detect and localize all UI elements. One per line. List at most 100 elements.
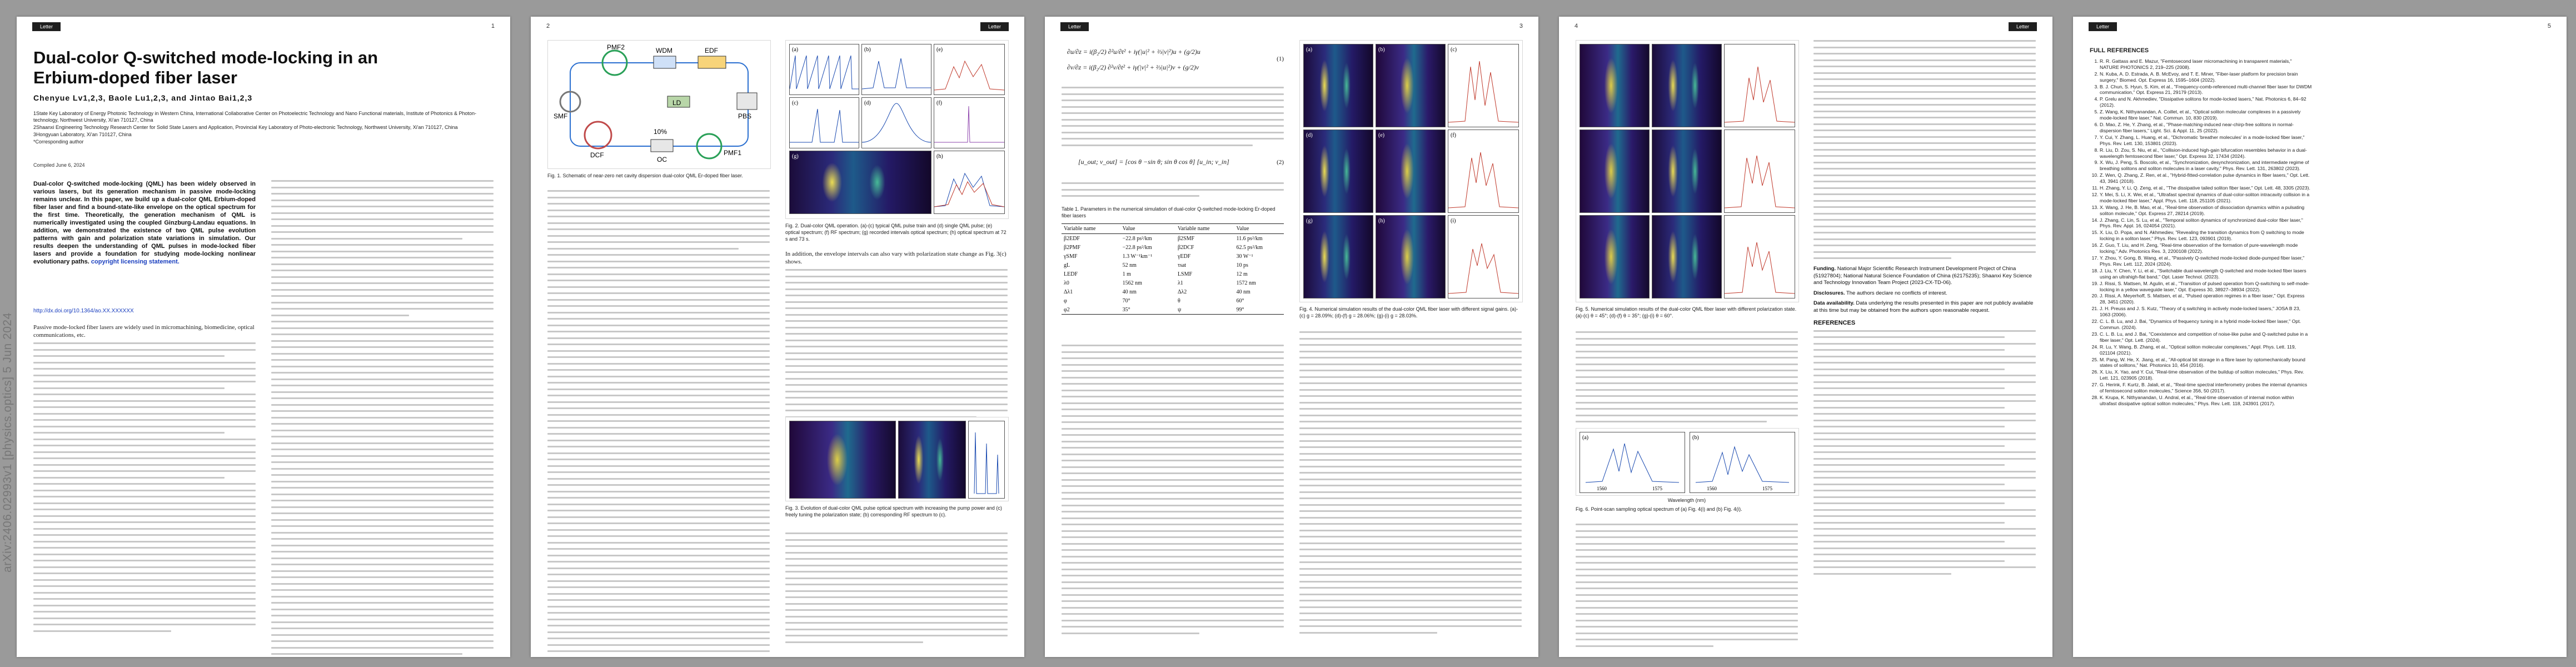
reference-item: P. Grelu and N. Akhmediev, "Dissipative … — [2100, 96, 2312, 108]
svg-text:(a): (a) — [1582, 435, 1588, 441]
figure-2-panels: (a) (b) (e) (c) (d) (f) (g) (h) — [785, 40, 1009, 219]
reference-item: C. L. B. Lu, and J. Bai, "Dynamics of fr… — [2100, 318, 2312, 331]
svg-text:(b): (b) — [1378, 47, 1385, 53]
page-header: Letter 2 — [546, 22, 1009, 32]
equation-1: ∂u/∂z = i(β₂/2) ∂²u/∂t² + iγ(|u|² + ⅔|v|… — [1067, 48, 1284, 71]
label-10pct: 10% — [654, 128, 667, 136]
copyright-link[interactable]: copyright licensing statement. — [91, 258, 180, 265]
figure-5-panels — [1576, 40, 1799, 302]
label-pbs: PBS — [738, 112, 751, 120]
body-column-left-2 — [1062, 182, 1284, 202]
edf-box — [697, 56, 726, 69]
page-4[interactable]: Letter 4 Fig. 5. Numerical simulation re… — [1559, 17, 2052, 657]
reference-item: J. Zhang, C. Lin, S. Lu, et al., "Tempor… — [2100, 217, 2312, 230]
disclosures-text: The authors declare no conflicts of inte… — [1846, 290, 1947, 296]
reference-item: Z. Guo, T. Liu, and H. Zeng, "Real-time … — [2100, 242, 2312, 255]
reference-item: J. Rissi, S. Mattsen, M. Agulin, et al.,… — [2100, 281, 2312, 293]
letter-tag: Letter — [2008, 22, 2037, 31]
page-number: 4 — [1575, 23, 1578, 29]
svg-text:1575: 1575 — [1762, 486, 1773, 491]
page-3[interactable]: Letter 3 ∂u/∂z = i(β₂/2) ∂²u/∂t² + iγ(|u… — [1045, 17, 1538, 657]
fig5-panel-i — [1724, 215, 1795, 298]
funding-text: National Major Scientific Research Instr… — [1813, 266, 2032, 286]
smf-coil — [559, 91, 581, 113]
figure-4-panels: (a) (b) (c) (d) (e) (f) (g) (h) (i) — [1299, 40, 1523, 302]
page-2[interactable]: Letter 2 PMF2 LD WDM EDF PBS 10% DCF OC … — [531, 17, 1024, 657]
body-column-left-2 — [1576, 524, 1798, 651]
reference-item: J. Rissi, A. Meyerhoff, S. Mattsen, et a… — [2100, 293, 2312, 305]
fig5-panel-h — [1652, 215, 1722, 298]
body-column-right-lower — [785, 532, 1008, 648]
reference-item: K. Krupa, K. Nithyanandan, U. Andral, et… — [2100, 395, 2312, 407]
dcf-coil — [584, 121, 612, 150]
svg-text:(a): (a) — [792, 47, 798, 53]
references-heading: REFERENCES — [1813, 320, 1856, 326]
reference-item: R. Liu, D. Zou, S. Niu, et al., "Collisi… — [2100, 147, 2312, 160]
affiliations: 1State Key Laboratory of Energy Photonic… — [33, 111, 476, 145]
reference-item: C. L. B. Lu, and J. Bai, "Coexistence an… — [2100, 331, 2312, 344]
table-row: LEDF 1 m LSMF 12 m — [1064, 271, 1248, 277]
full-references: FULL REFERENCES R. R. Gattass and E. Maz… — [2090, 48, 2312, 407]
page-header: Letter 3 — [1060, 22, 1523, 32]
fig4-panel-b: (b) — [1376, 44, 1446, 127]
page-1[interactable]: Letter 1 Dual-color Q-switched mode-lock… — [17, 17, 510, 657]
table-row: φ 70° θ 60° — [1064, 297, 1244, 304]
reference-item: B. J. Chun, S. Hyun, S. Kim, et al., "Fr… — [2100, 84, 2312, 96]
doi-link[interactable]: http://dx.doi.org/10.1364/ao.XX.XXXXXX — [33, 308, 134, 314]
back-matter: Funding. National Major Scientific Resea… — [1813, 266, 2036, 579]
reference-item: X. Liu, X. Yao, and Y. Cui, "Real-time o… — [2100, 369, 2312, 381]
body-column-left — [1576, 331, 1798, 427]
figure-3-panels — [785, 417, 1009, 501]
letter-tag: Letter — [980, 22, 1009, 31]
page-number: 3 — [1519, 23, 1523, 29]
fig2-panel-d: (d) — [861, 97, 931, 148]
reference-item: X. Liu, D. Popa, and N. Akhmediev, "Reve… — [2100, 230, 2312, 242]
reference-item: D. Mao, Z. He, Y. Zhang, et al., "Phase-… — [2100, 122, 2312, 134]
paper-title: Dual-color Q-switched mode-locking in an… — [33, 48, 378, 87]
letter-tag: Letter — [2089, 22, 2117, 31]
fig2-panel-h: (h) — [934, 151, 1005, 214]
svg-text:(g): (g) — [792, 153, 799, 160]
svg-text:(c): (c) — [792, 100, 798, 106]
reference-item: X. Wang, J. He, B. Mao, et al., "Real-ti… — [2100, 205, 2312, 217]
table-row: γSMF 1.3 W⁻¹km⁻¹ γEDF 30 W⁻¹ — [1064, 253, 1253, 260]
fig5-panel-e — [1652, 130, 1722, 213]
data-availability-text: Data underlying the results presented in… — [1813, 300, 2034, 313]
figure-1-schematic: PMF2 LD WDM EDF PBS 10% DCF OC PMF1 SMF — [547, 40, 771, 169]
svg-text:(c): (c) — [1451, 47, 1457, 53]
label-pmf2: PMF2 — [607, 43, 625, 51]
abstract: Dual-color Q-switched mode-locking (QML)… — [33, 181, 256, 265]
fig3-panel-b — [968, 421, 1005, 499]
figure-5-caption: Fig. 5. Numerical simulation results of … — [1576, 306, 1797, 318]
intro-first-line: Passive mode-locked fiber lasers are wid… — [33, 324, 255, 339]
fig4-panel-c: (c) — [1448, 44, 1519, 127]
pmf1-coil — [696, 133, 723, 160]
body-column-right — [1813, 40, 2036, 264]
reference-item: Z. Wang, K. Nithyanandan, A. Coillet, et… — [2100, 109, 2312, 121]
svg-text:(a): (a) — [1306, 47, 1312, 53]
pmf2-coil — [601, 49, 628, 76]
reference-item: Y. Cui, Y. Zhang, L. Huang, et al., "Dic… — [2100, 135, 2312, 147]
svg-text:(h): (h) — [936, 153, 943, 160]
equation-2: [u_out; v_out] = [cos θ −sin θ; sin θ co… — [1078, 158, 1284, 166]
body-column-left-3 — [1062, 345, 1284, 639]
fig4-panel-f: (f) — [1448, 130, 1519, 213]
figure-6-panels: (a) 1560 1575 (b) 1560 1575 — [1576, 428, 1799, 496]
fig2-panel-a: (a) — [789, 44, 859, 95]
label-oc: OC — [657, 156, 667, 163]
reference-item: R. R. Gattass and E. Mazur, "Femtosecond… — [2100, 58, 2312, 71]
table-row: β2PMF −22.8 ps²/km β2DCF 62.5 ps²/km — [1064, 244, 1263, 251]
table-row: φ2 35° ψ 99° — [1062, 305, 1284, 315]
reference-item: R. Lu, Y. Wang, B. Zhang, et al., "Optic… — [2100, 344, 2312, 356]
svg-text:1575: 1575 — [1652, 486, 1663, 491]
disclosures-heading: Disclosures. — [1813, 290, 1845, 296]
figure-6-xlabel: Wavelength (nm) — [1667, 497, 1706, 503]
page-5[interactable]: Letter 5 FULL REFERENCES R. R. Gattass a… — [2073, 17, 2567, 657]
table-row: λ0 1562 nm λ1 1572 nm — [1064, 280, 1256, 286]
data-availability-heading: Data availability. — [1813, 300, 1855, 306]
body-text-lines — [271, 180, 494, 657]
reference-item: N. Kuba, A. D. Estrada, A. B. McEvoy, an… — [2100, 71, 2312, 83]
svg-text:(b): (b) — [1692, 435, 1699, 441]
equation-number: (2) — [1277, 159, 1284, 166]
table-row: β2EDF −22.8 ps²/km β2SMF 11.6 ps²/km — [1064, 235, 1263, 242]
